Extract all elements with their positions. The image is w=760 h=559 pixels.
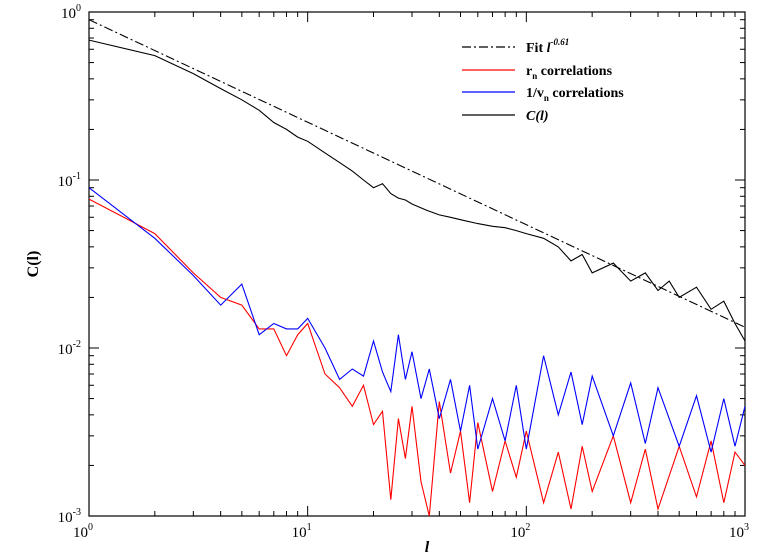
axis-ticks <box>88 12 745 517</box>
legend-label-vn: 1/vn correlations <box>526 86 624 103</box>
x-axis-label: l <box>425 539 430 556</box>
series-layer <box>89 19 745 516</box>
series-rn-line <box>89 198 745 516</box>
legend-label-rn: rn correlations <box>526 64 613 81</box>
series-vn-line <box>89 187 745 453</box>
y-tick-label: 10-1 <box>58 171 81 190</box>
y-tick-label: 100 <box>61 3 81 22</box>
series-cl-line <box>89 39 745 342</box>
series-fit-line <box>89 19 745 328</box>
y-axis-label: C(l) <box>25 251 42 278</box>
x-tick-label: 102 <box>510 522 530 541</box>
x-tick-label: 100 <box>73 522 93 541</box>
x-tick-label: 103 <box>729 522 749 541</box>
legend: Fit l-0.61 rn correlations 1/vn correlat… <box>462 37 624 124</box>
plot-frame <box>88 11 746 517</box>
x-tick-label: 101 <box>292 522 312 541</box>
y-tick-label: 10-3 <box>58 507 81 526</box>
legend-label-cl: C(l) <box>526 109 549 124</box>
y-tick-label: 10-2 <box>58 339 81 358</box>
legend-label-fit: Fit l-0.61 <box>526 37 569 56</box>
tick-labels: 100 101 102 103 100 10-1 10-2 10-3 <box>58 3 749 541</box>
